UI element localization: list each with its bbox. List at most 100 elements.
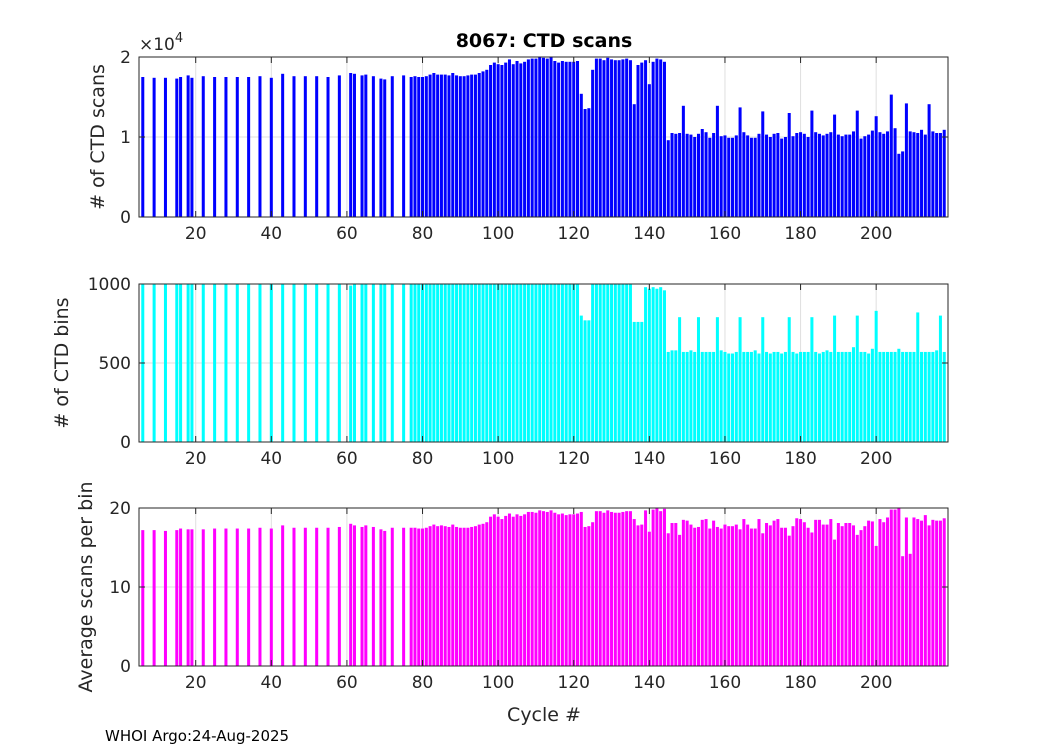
x-tick-label: 100 <box>482 449 514 469</box>
bar <box>855 315 859 442</box>
bar <box>791 136 795 217</box>
bar <box>844 523 848 666</box>
bar <box>621 511 625 666</box>
bar <box>674 523 678 666</box>
bar <box>878 519 882 666</box>
bar <box>878 132 882 217</box>
bar <box>602 512 606 666</box>
bar <box>814 519 818 666</box>
bar <box>659 59 663 218</box>
y-tick-label: 10 <box>109 578 131 598</box>
bar <box>916 133 920 217</box>
bar <box>349 73 353 217</box>
bar <box>923 351 927 442</box>
bar <box>500 65 504 217</box>
bar <box>613 284 617 442</box>
bar <box>451 524 455 666</box>
bar <box>821 351 825 442</box>
bar <box>712 520 716 666</box>
bar <box>757 353 761 442</box>
bar <box>749 137 753 217</box>
bar <box>576 513 580 666</box>
bar <box>572 514 576 666</box>
x-tick-label: 100 <box>482 224 514 244</box>
bar <box>485 69 489 217</box>
bar <box>371 284 375 442</box>
bar <box>829 519 833 666</box>
bar <box>674 133 678 217</box>
bar <box>727 137 731 217</box>
y-tick-label: 1 <box>120 128 131 148</box>
bar <box>186 284 190 442</box>
bar <box>606 510 610 666</box>
bar <box>787 317 791 442</box>
bar <box>802 133 806 217</box>
bar <box>496 516 500 666</box>
bar <box>863 526 867 666</box>
bar <box>870 521 874 666</box>
bar <box>768 353 772 442</box>
bar <box>916 519 920 666</box>
bar <box>704 351 708 442</box>
bar <box>477 284 481 442</box>
bar <box>836 134 840 217</box>
bar <box>625 511 629 666</box>
bar <box>787 535 791 666</box>
bar <box>439 74 443 217</box>
bar <box>806 527 810 666</box>
bar <box>859 530 863 666</box>
bar <box>874 116 878 217</box>
bar <box>772 133 776 217</box>
bar <box>371 526 375 666</box>
bar <box>557 62 561 217</box>
bar <box>840 136 844 217</box>
bar <box>776 519 780 666</box>
bar <box>213 528 217 666</box>
bar <box>458 527 462 666</box>
bar <box>874 545 878 666</box>
bar <box>530 58 534 217</box>
bar <box>886 131 890 217</box>
bar <box>492 514 496 666</box>
bar <box>935 133 939 217</box>
bar <box>768 525 772 666</box>
bar <box>851 131 855 217</box>
bar <box>719 528 723 666</box>
bar <box>390 76 394 217</box>
bar <box>704 519 708 666</box>
bar <box>364 74 368 217</box>
bar <box>175 78 179 217</box>
bar <box>636 321 640 442</box>
bar <box>534 512 538 666</box>
bar <box>734 351 738 442</box>
bar <box>447 75 451 218</box>
bar <box>855 534 859 666</box>
bar <box>515 284 519 442</box>
bar <box>190 529 194 666</box>
bar <box>496 64 500 217</box>
x-axis-label: Cycle # <box>507 704 581 726</box>
bar <box>655 58 659 217</box>
bar <box>481 284 485 442</box>
bar <box>175 284 179 442</box>
bar <box>628 60 632 218</box>
bar <box>492 62 496 217</box>
bar <box>727 353 731 442</box>
bar <box>681 519 685 666</box>
bar <box>670 523 674 666</box>
x-tick-label: 120 <box>558 673 590 693</box>
bar <box>904 103 908 217</box>
bar <box>526 284 530 442</box>
bar <box>455 75 459 218</box>
bar <box>829 351 833 442</box>
bar <box>530 284 534 442</box>
bar <box>942 518 946 666</box>
bar <box>511 284 515 442</box>
bar <box>761 317 765 442</box>
bar <box>908 131 912 217</box>
bar <box>901 151 905 217</box>
bar <box>765 134 769 217</box>
bar <box>904 351 908 442</box>
x-tick-label: 180 <box>784 449 816 469</box>
bar <box>538 57 542 217</box>
